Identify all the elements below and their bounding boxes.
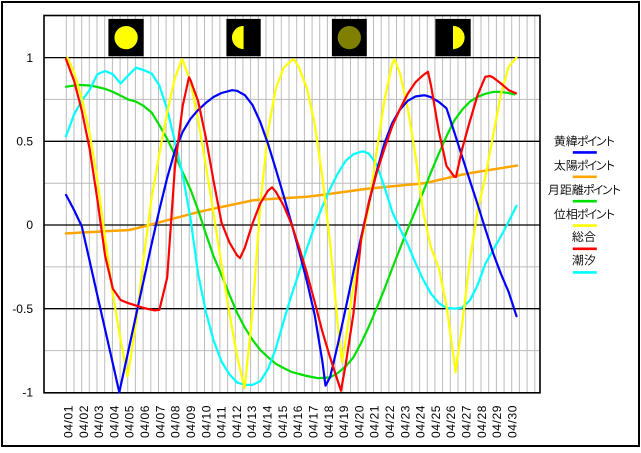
svg-text:04/05: 04/05 <box>123 405 137 438</box>
svg-text:04/20: 04/20 <box>352 405 366 438</box>
svg-text:04/12: 04/12 <box>230 405 244 438</box>
svg-text:0.5: 0.5 <box>16 135 33 149</box>
svg-text:04/06: 04/06 <box>138 405 152 438</box>
svg-text:04/08: 04/08 <box>169 405 183 438</box>
svg-text:04/17: 04/17 <box>307 405 321 438</box>
svg-text:04/24: 04/24 <box>414 405 428 438</box>
svg-text:04/18: 04/18 <box>322 405 336 438</box>
svg-text:04/30: 04/30 <box>506 405 520 438</box>
svg-text:-0.5: -0.5 <box>12 302 33 316</box>
svg-text:04/14: 04/14 <box>261 405 275 438</box>
svg-text:04/21: 04/21 <box>368 405 382 438</box>
svg-text:04/01: 04/01 <box>62 405 76 438</box>
svg-text:04/07: 04/07 <box>153 405 167 438</box>
svg-text:04/11: 04/11 <box>215 406 229 438</box>
svg-text:1: 1 <box>26 51 33 65</box>
svg-text:04/19: 04/19 <box>337 405 351 438</box>
svg-text:04/23: 04/23 <box>398 405 412 438</box>
svg-text:04/02: 04/02 <box>77 405 91 438</box>
svg-text:-1: -1 <box>22 386 33 400</box>
svg-text:04/13: 04/13 <box>245 405 259 438</box>
svg-text:04/29: 04/29 <box>490 405 504 438</box>
svg-text:0: 0 <box>26 218 33 232</box>
svg-text:04/27: 04/27 <box>460 405 474 438</box>
svg-text:04/22: 04/22 <box>383 405 397 438</box>
svg-text:04/15: 04/15 <box>276 405 290 438</box>
svg-text:04/16: 04/16 <box>291 405 305 438</box>
svg-text:04/09: 04/09 <box>184 405 198 438</box>
svg-text:04/28: 04/28 <box>475 405 489 438</box>
svg-text:04/26: 04/26 <box>444 405 458 438</box>
svg-text:04/03: 04/03 <box>92 405 106 438</box>
svg-text:04/04: 04/04 <box>107 405 121 438</box>
svg-text:04/10: 04/10 <box>199 405 213 438</box>
svg-text:04/25: 04/25 <box>429 405 443 438</box>
